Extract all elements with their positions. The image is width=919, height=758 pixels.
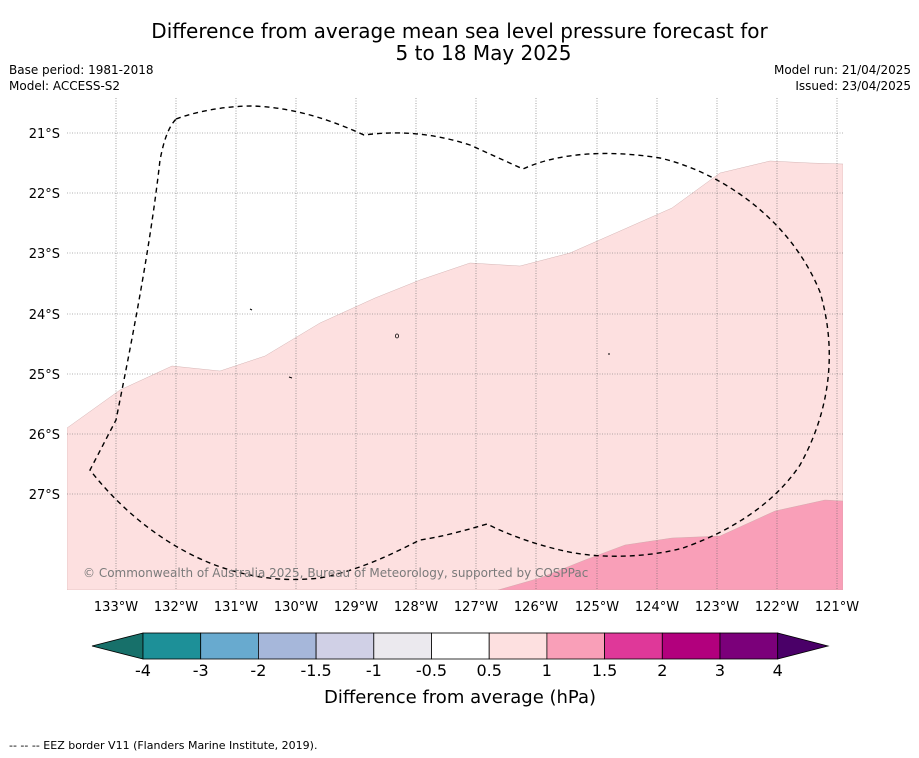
colorbar-tick: 1	[542, 661, 552, 680]
meta-left: Base period: 1981-2018 Model: ACCESS-S2	[9, 62, 154, 94]
lat-label: 21°S	[29, 127, 60, 142]
colorbar-arrow-low	[91, 632, 144, 660]
map-title-line2: 5 to 18 May 2025	[395, 41, 572, 65]
colorbar-segment	[719, 632, 779, 660]
colorbar-segment	[546, 632, 606, 660]
lon-label: 124°W	[635, 600, 679, 615]
lon-label: 121°W	[815, 600, 859, 615]
copyright-watermark: © Commonwealth of Australia 2025, Bureau…	[83, 566, 588, 580]
contour-speck	[394, 333, 399, 339]
colorbar-tick: 3	[715, 661, 725, 680]
meta-right: Model run: 21/04/2025 Issued: 23/04/2025	[774, 62, 911, 94]
lat-label: 22°S	[29, 187, 60, 202]
colorbar-segment	[200, 632, 259, 660]
colorbar-tick: -4	[135, 661, 151, 680]
colorbar-tick: -1.5	[300, 661, 331, 680]
anomaly-region-mid	[497, 499, 843, 590]
lat-label: 23°S	[29, 247, 60, 262]
lon-label: 123°W	[695, 600, 739, 615]
lon-label: 130°W	[274, 600, 318, 615]
lon-label: 129°W	[334, 600, 378, 615]
colorbar-segment	[257, 632, 317, 660]
lat-label: 26°S	[29, 428, 60, 443]
lon-label: 127°W	[454, 600, 498, 615]
map-title-line1: Difference from average mean sea level p…	[151, 19, 768, 43]
colorbar-segment	[488, 632, 548, 660]
anomaly-region-light	[67, 160, 843, 590]
lon-label: 122°W	[755, 600, 799, 615]
lon-label: 128°W	[394, 600, 438, 615]
gridlines	[67, 98, 843, 590]
lat-label: 24°S	[29, 308, 60, 323]
model-run-label: Model run: 21/04/2025	[773, 63, 911, 77]
colorbar	[91, 632, 830, 660]
lon-label: 126°W	[514, 600, 558, 615]
lat-label: 27°S	[29, 488, 60, 503]
colorbar-tick: 1.5	[592, 661, 617, 680]
colorbar-label: Difference from average (hPa)	[324, 687, 596, 708]
lat-label: 25°S	[29, 368, 60, 383]
colorbar-tick: -0.5	[416, 661, 447, 680]
colorbar-tick: -1	[366, 661, 382, 680]
contour-speck	[249, 308, 253, 311]
lon-label: 133°W	[94, 600, 138, 615]
colorbar-segment	[604, 632, 663, 660]
footer-note: -- -- -- EEZ border V11 (Flanders Marine…	[9, 739, 318, 752]
colorbar-segment	[373, 632, 432, 660]
lon-label: 125°W	[575, 600, 619, 615]
map-area	[67, 160, 843, 590]
colorbar-tick: -3	[193, 661, 209, 680]
colorbar-tick: 4	[773, 661, 783, 680]
contour-speck	[288, 376, 293, 379]
colorbar-segment	[142, 632, 202, 660]
colorbar-arrow-high	[777, 632, 830, 660]
lon-label: 131°W	[214, 600, 258, 615]
colorbar-tick: 0.5	[476, 661, 501, 680]
colorbar-segment	[315, 632, 375, 660]
lon-label: 132°W	[154, 600, 198, 615]
colorbar-tick: -2	[250, 661, 266, 680]
colorbar-segment	[661, 632, 721, 660]
model-label: Model: ACCESS-S2	[9, 79, 121, 93]
issued-label: Issued: 23/04/2025	[795, 79, 911, 93]
base-period-label: Base period: 1981-2018	[9, 63, 154, 77]
colorbar-segment	[431, 632, 490, 660]
colorbar-tick: 2	[657, 661, 667, 680]
